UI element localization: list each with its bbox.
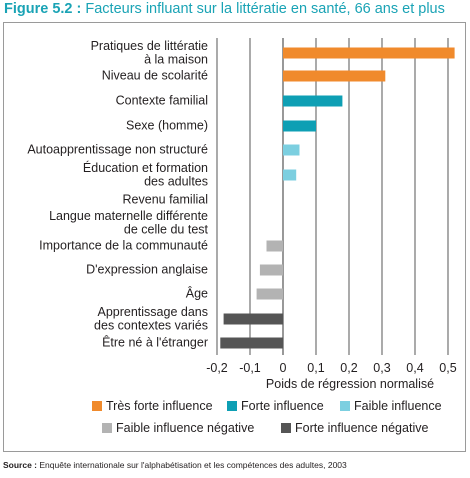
legend-label: Forte influence: [241, 399, 324, 413]
category-label: Apprentissage dans: [98, 305, 209, 319]
legend-label: Très forte influence: [106, 399, 213, 413]
bar: [266, 240, 283, 252]
category-label: Être né à l'étranger: [102, 335, 208, 350]
legend-swatch: [227, 401, 237, 411]
category-label: Sexe (homme): [126, 119, 208, 133]
legend-label: Faible influence: [354, 399, 442, 413]
category-label: Niveau de scolarité: [102, 69, 208, 83]
category-label: Âge: [186, 286, 208, 301]
category-label: de celle du test: [124, 222, 209, 236]
legend-swatch: [281, 423, 291, 433]
x-tick-label: 0,4: [406, 361, 423, 375]
category-label: D'expression anglaise: [86, 263, 208, 277]
chart: -0,2 -0,1 0 0,1 0,2 0,3 0,4 0,5 Poids de régress…: [27, 38, 457, 435]
bar: [283, 70, 386, 82]
figure-title: Figure 5.2 : Facteurs influant sur la li…: [4, 1, 445, 17]
category-label: Importance de la communauté: [39, 239, 208, 253]
bar: [259, 264, 283, 276]
bar: [283, 47, 455, 59]
legend-swatch: [340, 401, 350, 411]
category-label: des adultes: [144, 174, 208, 188]
x-tick-label: 0,3: [373, 361, 390, 375]
chart-frame: [3, 22, 466, 452]
bar: [256, 288, 283, 300]
category-label: Éducation et formation: [83, 160, 208, 175]
bar: [223, 313, 283, 325]
category-label: Revenu familial: [123, 193, 208, 207]
category-label: Contexte familial: [116, 94, 208, 108]
legend-label: Forte influence négative: [295, 421, 428, 435]
legend-label: Faible influence négative: [116, 421, 254, 435]
category-label: Autoapprentissage non structuré: [27, 143, 208, 157]
x-axis-title: Poids de régression normalisé: [266, 377, 434, 391]
category-label: des contextes variés: [94, 318, 208, 332]
source-note: Source : Enquête internationale sur l'al…: [3, 460, 347, 470]
bar: [283, 95, 343, 107]
bar: [283, 120, 316, 132]
category-label: à la maison: [144, 52, 208, 66]
legend-swatch: [92, 401, 102, 411]
bar: [220, 337, 283, 349]
legend-swatch: [102, 423, 112, 433]
x-tick-label: 0,2: [340, 361, 357, 375]
figure-number: Figure 5.2 :: [4, 1, 82, 17]
x-tick-label: 0,5: [439, 361, 456, 375]
source-text: Enquête internationale sur l'alphabétisa…: [39, 460, 347, 470]
figure-title-text: Facteurs influant sur la littératie en s…: [85, 1, 445, 17]
bar: [283, 169, 297, 181]
x-tick-label: 0: [280, 361, 287, 375]
source-label: Source :: [3, 460, 38, 470]
category-label: Langue maternelle différente: [49, 209, 208, 223]
x-tick-label: 0,1: [307, 361, 324, 375]
category-label: Pratiques de littératie: [91, 39, 208, 53]
x-tick-label: -0,1: [239, 361, 261, 375]
x-tick-label: -0,2: [206, 361, 228, 375]
bar: [283, 144, 300, 156]
